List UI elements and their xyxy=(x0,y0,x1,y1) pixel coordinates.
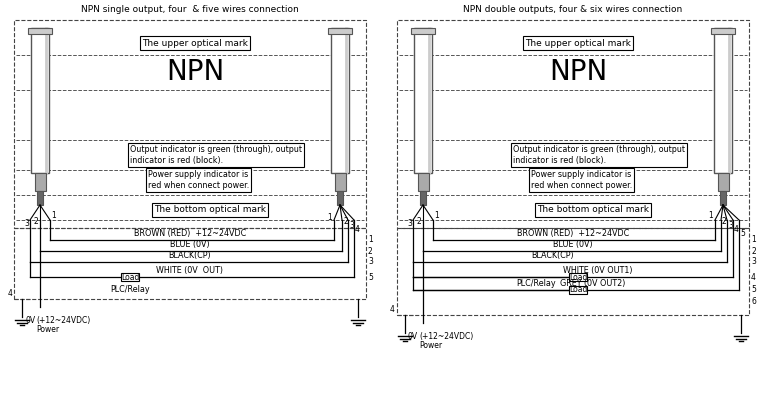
Bar xyxy=(31,28,49,173)
Text: Power supply indicator is
red when connect power.: Power supply indicator is red when conne… xyxy=(148,170,249,190)
Bar xyxy=(337,191,343,205)
Text: The bottom optical mark: The bottom optical mark xyxy=(154,206,266,215)
Text: The upper optical mark: The upper optical mark xyxy=(525,38,631,47)
Text: 3: 3 xyxy=(24,220,29,228)
Bar xyxy=(714,28,732,173)
Text: 4: 4 xyxy=(355,226,360,235)
Bar xyxy=(14,228,366,299)
Text: 3: 3 xyxy=(407,220,412,228)
Bar xyxy=(417,173,429,191)
Bar xyxy=(569,286,587,294)
Bar xyxy=(121,273,139,281)
Bar xyxy=(334,173,346,191)
Text: Load: Load xyxy=(568,273,587,282)
Text: 1: 1 xyxy=(751,235,755,244)
Text: BROWN (RED)  +12~24VDC: BROWN (RED) +12~24VDC xyxy=(517,229,629,238)
Text: GREY (0V OUT2): GREY (0V OUT2) xyxy=(560,279,625,288)
Text: Power supply indicator is
red when connect power.: Power supply indicator is red when conne… xyxy=(531,170,632,190)
Bar xyxy=(34,173,46,191)
Bar xyxy=(569,273,587,281)
Bar xyxy=(414,28,432,173)
Text: Power: Power xyxy=(36,325,59,334)
Text: 3: 3 xyxy=(368,257,373,266)
Text: Load: Load xyxy=(121,273,139,282)
Text: 1: 1 xyxy=(434,211,439,220)
Text: WHITE (0V OUT1): WHITE (0V OUT1) xyxy=(563,266,633,275)
Text: 5: 5 xyxy=(751,286,756,295)
Text: PLC/Relay: PLC/Relay xyxy=(516,279,556,288)
Bar xyxy=(37,191,43,205)
Text: 4: 4 xyxy=(751,273,756,282)
Text: WHITE (0V  OUT): WHITE (0V OUT) xyxy=(157,266,223,275)
Text: 2: 2 xyxy=(368,246,372,255)
Text: BLACK(CP): BLACK(CP) xyxy=(532,251,575,260)
Text: 2: 2 xyxy=(343,217,348,226)
Text: 1: 1 xyxy=(51,211,55,220)
Text: 3: 3 xyxy=(751,257,756,266)
Bar xyxy=(328,28,352,34)
Text: 4: 4 xyxy=(390,306,395,315)
Text: 1: 1 xyxy=(708,211,713,220)
Text: 2: 2 xyxy=(751,246,755,255)
Text: NPN double outputs, four & six wires connection: NPN double outputs, four & six wires con… xyxy=(464,5,682,14)
Text: NPN single output, four  & five wires connection: NPN single output, four & five wires con… xyxy=(81,5,299,14)
Text: 3: 3 xyxy=(728,220,733,229)
Text: 4: 4 xyxy=(7,290,12,299)
Text: 5: 5 xyxy=(368,273,373,282)
Text: 3: 3 xyxy=(349,222,354,231)
Text: (+12~24VDC): (+12~24VDC) xyxy=(36,316,90,325)
Bar xyxy=(28,28,52,34)
Text: The bottom optical mark: The bottom optical mark xyxy=(537,206,649,215)
Text: The upper optical mark: The upper optical mark xyxy=(142,38,248,47)
Text: 1: 1 xyxy=(328,213,332,222)
Bar xyxy=(14,20,366,228)
Bar xyxy=(397,228,749,315)
Text: PLC/Relay: PLC/Relay xyxy=(110,284,150,293)
Bar xyxy=(420,191,426,205)
Text: BLUE (0V): BLUE (0V) xyxy=(170,240,210,249)
Text: 4: 4 xyxy=(734,224,739,233)
Text: NPN: NPN xyxy=(549,58,607,86)
Text: 0V: 0V xyxy=(25,316,35,325)
Bar xyxy=(411,28,435,34)
Text: Output indicator is green (through), output
indicator is red (block).: Output indicator is green (through), out… xyxy=(513,145,685,165)
Text: Power: Power xyxy=(419,341,442,350)
Text: Output indicator is green (through), output
indicator is red (block).: Output indicator is green (through), out… xyxy=(130,145,302,165)
Text: BROWN (RED)  +12~24VDC: BROWN (RED) +12~24VDC xyxy=(134,229,246,238)
Text: 6: 6 xyxy=(751,297,756,306)
Text: 2: 2 xyxy=(416,217,421,226)
Text: BLUE (0V): BLUE (0V) xyxy=(553,240,593,249)
Bar xyxy=(720,191,726,205)
Text: 0V: 0V xyxy=(408,332,418,341)
Text: 5: 5 xyxy=(740,228,745,237)
Text: NPN: NPN xyxy=(166,58,224,86)
Bar xyxy=(331,28,349,173)
Text: 2: 2 xyxy=(722,217,727,226)
Text: 2: 2 xyxy=(33,217,38,226)
Text: (+12~24VDC): (+12~24VDC) xyxy=(419,332,473,341)
Bar xyxy=(397,20,749,228)
Text: Load: Load xyxy=(568,286,587,295)
Bar xyxy=(711,28,735,34)
Text: 1: 1 xyxy=(368,235,372,244)
Text: BLACK(CP): BLACK(CP) xyxy=(169,251,211,260)
Bar xyxy=(717,173,729,191)
